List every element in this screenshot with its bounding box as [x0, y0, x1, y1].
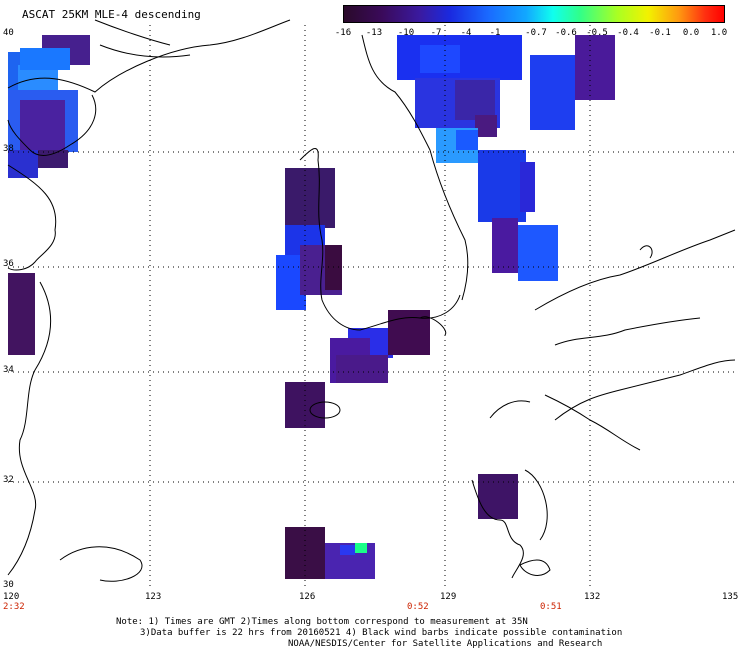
lat-lon-grid — [8, 25, 735, 588]
cb-tick: -0.5 — [586, 28, 608, 38]
pass-time: 0:52 — [407, 602, 429, 612]
lat-label: 40 — [3, 28, 14, 38]
lat-label: 32 — [3, 475, 14, 485]
map-title: ASCAT 25KM MLE-4 descending — [22, 8, 201, 21]
lon-label: 123 — [145, 592, 162, 602]
lon-label: 126 — [299, 592, 316, 602]
cb-tick: -16 — [334, 28, 352, 38]
colorbar — [343, 5, 725, 23]
cb-tick: -10 — [397, 28, 415, 38]
note-line-3: NOAA/NESDIS/Center for Satellite Applica… — [288, 639, 603, 649]
lat-label: 38 — [3, 144, 14, 154]
cb-tick: 0.0 — [682, 28, 700, 38]
lon-label: 120 — [3, 592, 20, 602]
lon-label: 132 — [584, 592, 601, 602]
scatterometer-swaths — [8, 35, 615, 579]
cb-tick: -0.7 — [525, 28, 547, 38]
lat-label: 36 — [3, 259, 14, 269]
pass-time: 2:32 — [3, 602, 25, 612]
cb-tick: -7 — [430, 28, 442, 38]
note-line-2: 3)Data buffer is 22 hrs from 20160521 4)… — [140, 628, 623, 638]
cb-tick: -13 — [365, 28, 383, 38]
cb-tick: -0.6 — [555, 28, 577, 38]
cb-tick: -1 — [489, 28, 501, 38]
cb-tick: -0.4 — [617, 28, 639, 38]
lat-label: 30 — [3, 580, 14, 590]
lon-label: 129 — [440, 592, 457, 602]
cb-tick: -4 — [460, 28, 472, 38]
pass-time: 0:51 — [540, 602, 562, 612]
lon-label: 135 — [722, 592, 739, 602]
cb-tick: -0.1 — [649, 28, 671, 38]
coastlines — [7, 19, 736, 582]
note-line-1: Note: 1) Times are GMT 2)Times along bot… — [116, 617, 528, 627]
lat-label: 34 — [3, 365, 14, 375]
cb-tick: 1.0 — [710, 28, 728, 38]
